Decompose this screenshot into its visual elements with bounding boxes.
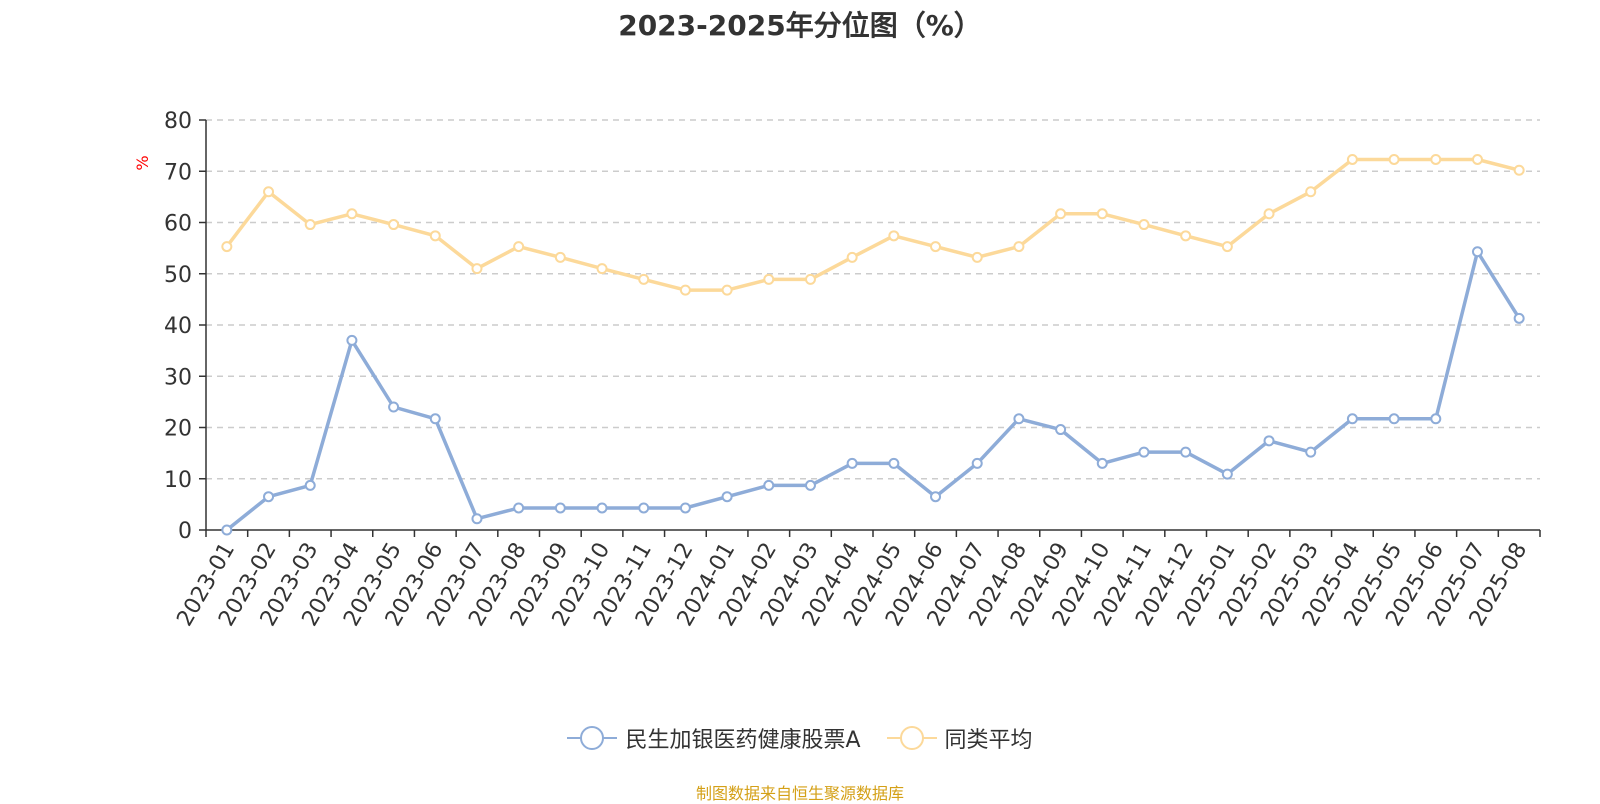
data-point [846, 457, 858, 469]
legend-marker-fund-icon [567, 726, 618, 750]
y-tick-label: 10 [164, 468, 192, 493]
data-point [804, 479, 816, 491]
data-point [638, 273, 650, 285]
data-point [221, 524, 233, 536]
data-point [304, 219, 316, 231]
y-tick-label: 20 [164, 417, 192, 442]
data-point [1055, 424, 1067, 436]
y-tick-label: 30 [164, 365, 192, 390]
legend-marker-peer-average-icon [886, 726, 937, 750]
source-note: 制图数据来自恒生聚源数据库 [695, 784, 904, 803]
y-tick-label: 0 [178, 519, 192, 544]
data-point [763, 273, 775, 285]
y-tick-label: 40 [164, 314, 192, 339]
legend-label-peer-average: 同类平均 [944, 728, 1033, 753]
data-point [596, 502, 608, 514]
data-point [1013, 241, 1025, 253]
y-tick-label: 50 [164, 263, 192, 288]
series-group [221, 153, 1525, 536]
data-point [263, 186, 275, 198]
data-point [388, 401, 400, 413]
data-point [304, 479, 316, 491]
data-point [888, 457, 900, 469]
y-axis-label: % [133, 155, 152, 170]
data-point [1221, 241, 1233, 253]
data-point [554, 502, 566, 514]
data-point [721, 491, 733, 503]
data-point [846, 251, 858, 263]
data-point [930, 491, 942, 503]
data-point [221, 241, 233, 253]
data-point [1263, 435, 1275, 447]
legend-item-fund[interactable]: 民生加银医药健康股票A [567, 722, 861, 754]
data-point [1055, 208, 1067, 220]
data-point [1430, 153, 1442, 165]
data-point [1513, 164, 1525, 176]
data-point [1430, 413, 1442, 425]
data-point [1138, 219, 1150, 231]
data-point [429, 413, 441, 425]
data-point [471, 513, 483, 525]
data-point [1346, 413, 1358, 425]
data-point [1346, 153, 1358, 165]
data-point [1263, 208, 1275, 220]
series-line [225, 157, 1520, 292]
series-line [225, 249, 1521, 532]
legend-item-peer-average[interactable]: 同类平均 [886, 722, 1033, 754]
data-point [388, 219, 400, 231]
data-point [1388, 153, 1400, 165]
data-point [263, 491, 275, 503]
data-point [429, 230, 441, 242]
data-point [721, 284, 733, 296]
data-point [638, 502, 650, 514]
data-point [804, 273, 816, 285]
data-point [679, 502, 691, 514]
data-point [1096, 457, 1108, 469]
data-point [1096, 208, 1108, 220]
data-point [930, 241, 942, 253]
legend-label-fund: 民生加银医药健康股票A [625, 728, 861, 753]
data-point [1471, 153, 1483, 165]
data-point [554, 251, 566, 263]
y-tick-label: 60 [164, 212, 192, 237]
data-point [971, 251, 983, 263]
data-point [1180, 446, 1192, 458]
chart-title: 2023-2025年分位图（%） [618, 9, 982, 42]
data-point [1138, 446, 1150, 458]
y-tick-label: 80 [164, 109, 192, 134]
legend: 民生加银医药健康股票A 同类平均 [0, 722, 1600, 754]
data-point [888, 230, 900, 242]
data-point [763, 479, 775, 491]
data-point [1180, 230, 1192, 242]
data-point [1471, 246, 1483, 258]
data-point [1305, 186, 1317, 198]
grid-lines [206, 119, 1540, 480]
data-point [1513, 312, 1525, 324]
data-point [513, 241, 525, 253]
data-point [1221, 468, 1233, 480]
data-point [1013, 413, 1025, 425]
data-point [346, 208, 358, 220]
data-point [346, 334, 358, 346]
data-point [971, 457, 983, 469]
series-1 [221, 153, 1525, 296]
data-point [1388, 413, 1400, 425]
y-tick-label: 70 [164, 160, 192, 185]
data-point [596, 263, 608, 275]
data-point [471, 263, 483, 275]
data-point [1305, 446, 1317, 458]
data-point [679, 284, 691, 296]
data-point [513, 502, 525, 514]
series-0 [221, 246, 1525, 536]
